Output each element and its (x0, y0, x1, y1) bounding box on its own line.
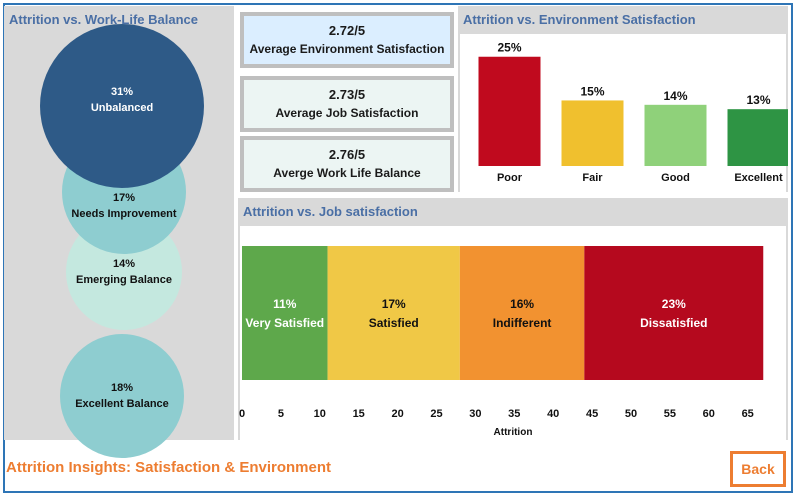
job-x-tick-label: 55 (664, 408, 676, 420)
env-data-label: 25% (497, 41, 521, 55)
environment-satisfaction-panel: 25% Poor 15% Fair 14% Good 13% Excellent Attrit… (458, 6, 788, 192)
job-x-tick-label: 30 (469, 408, 481, 420)
bubble-label: Unbalanced (90, 102, 154, 114)
job-x-tick-label: 20 (391, 408, 403, 420)
kpi-value: 2.76/5 (328, 147, 366, 162)
kpi-label: Average Environment Satisfaction (249, 42, 445, 56)
job-x-tick-label: 25 (430, 408, 442, 420)
env-data-label: 14% (663, 89, 687, 103)
back-button[interactable]: Back (730, 451, 786, 487)
bubble-label: Excellent Balance (75, 398, 169, 410)
kpi-environment-satisfaction: 2.72/5 Average Environment Satisfaction (240, 12, 454, 68)
job-x-tick-label: 5 (278, 408, 284, 420)
bubble-pct: 18% (110, 382, 134, 394)
job-segment-pct: 17% (382, 297, 406, 311)
job-x-tick-label: 40 (547, 408, 559, 420)
environment-satisfaction-chart: 25% Poor 15% Fair 14% Good 13% Excellent (460, 34, 788, 192)
job-satisfaction-title: Attrition vs. Job satisfaction (243, 204, 418, 219)
page-title: Attrition Insights: Satisfaction & Envir… (6, 459, 332, 476)
bubble-label: Emerging Balance (76, 274, 172, 286)
env-category-label: Poor (497, 172, 523, 184)
job-segment-very-satisfied (242, 246, 328, 380)
bubble-pct: 14% (112, 258, 136, 270)
bubble-label: Needs Improvement (71, 208, 177, 220)
env-bar-excellent (727, 109, 788, 166)
env-category-label: Good (661, 172, 690, 184)
bubble-unbalanced: 31% Unbalanced (40, 24, 204, 188)
kpi-label: Average Job Satisfaction (275, 106, 419, 120)
job-segment-label: Satisfied (369, 316, 419, 330)
job-x-axis-label: Attrition (494, 427, 533, 438)
job-x-tick-label: 35 (508, 408, 520, 420)
job-x-tick-label: 50 (625, 408, 637, 420)
env-data-label: 13% (746, 93, 770, 107)
kpi-job-satisfaction: 2.73/5 Average Job Satisfaction (240, 76, 454, 132)
job-satisfaction-chart: 11% Very Satisfied 17% Satisfied 16% Indiffer… (239, 226, 786, 440)
job-segment-label: Dissatisfied (640, 316, 707, 330)
env-bar-poor (478, 56, 541, 167)
job-segment-satisfied (327, 246, 460, 380)
env-category-label: Fair (582, 172, 603, 184)
job-x-tick-label: 45 (586, 408, 598, 420)
kpi-work-life-balance: 2.76/5 Averge Work Life Balance (240, 136, 454, 192)
job-x-tick-label: 60 (703, 408, 715, 420)
job-segment-label: Indifferent (493, 316, 552, 330)
job-segment-indifferent (459, 246, 585, 380)
job-x-tick-label: 0 (239, 408, 245, 420)
job-segment-dissatisfied (584, 246, 764, 380)
env-bar-fair (561, 100, 624, 166)
kpi-value: 2.73/5 (328, 87, 366, 102)
job-segment-pct: 16% (510, 297, 534, 311)
job-satisfaction-panel: 11% Very Satisfied 17% Satisfied 16% Indiffer… (238, 198, 788, 440)
job-segment-label: Very Satisfied (245, 316, 324, 330)
work-life-balance-panel: Attrition vs. Work-Life Balance 18% Exce… (4, 6, 234, 458)
kpi-value: 2.72/5 (328, 23, 366, 38)
environment-satisfaction-title: Attrition vs. Environment Satisfaction (463, 12, 696, 27)
job-segment-pct: 11% (273, 297, 297, 311)
bubble-pct: 31% (110, 86, 134, 98)
env-category-label: Excellent (734, 172, 783, 184)
bubble-excellent-balance: 18% Excellent Balance (60, 334, 184, 458)
env-bar-good (644, 104, 707, 166)
work-life-balance-title: Attrition vs. Work-Life Balance (9, 12, 199, 27)
bubble-pct: 17% (112, 192, 136, 204)
job-x-tick-label: 65 (742, 408, 754, 420)
job-segment-pct: 23% (662, 297, 686, 311)
job-x-tick-label: 15 (353, 408, 365, 420)
kpi-label: Averge Work Life Balance (273, 166, 421, 180)
job-x-tick-label: 10 (314, 408, 326, 420)
env-data-label: 15% (580, 84, 604, 98)
